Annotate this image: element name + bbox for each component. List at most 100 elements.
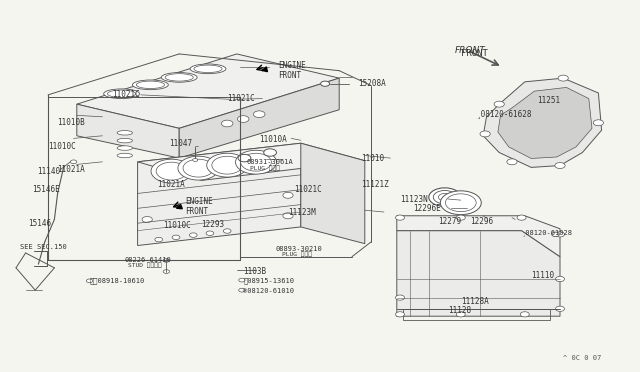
Text: 12296E: 12296E	[413, 204, 440, 213]
Ellipse shape	[445, 194, 476, 212]
Text: 12293: 12293	[202, 220, 225, 229]
Text: STUD スタッド: STUD スタッド	[128, 263, 162, 269]
Text: 11010B: 11010B	[58, 118, 85, 127]
Ellipse shape	[190, 64, 226, 74]
Text: 11010A: 11010A	[259, 135, 287, 144]
Polygon shape	[77, 54, 339, 128]
Text: 11021C: 11021C	[294, 185, 322, 194]
Ellipse shape	[520, 312, 529, 317]
Text: ENGINE
FRONT: ENGINE FRONT	[278, 61, 306, 80]
Polygon shape	[301, 143, 365, 244]
Polygon shape	[483, 78, 602, 167]
Text: SEE SEC.150: SEE SEC.150	[20, 244, 67, 250]
Ellipse shape	[239, 288, 245, 292]
Text: PLUG プラグ: PLUG プラグ	[282, 251, 312, 257]
Ellipse shape	[456, 312, 465, 317]
Ellipse shape	[117, 131, 132, 135]
Text: 15146E: 15146E	[32, 185, 60, 194]
Ellipse shape	[206, 231, 214, 235]
Ellipse shape	[165, 74, 193, 81]
Text: 11047: 11047	[170, 139, 193, 148]
Polygon shape	[498, 87, 592, 158]
Text: 15208A: 15208A	[358, 79, 386, 88]
Polygon shape	[138, 143, 301, 246]
Ellipse shape	[556, 306, 564, 311]
Ellipse shape	[221, 120, 233, 127]
Ellipse shape	[189, 233, 197, 237]
Ellipse shape	[552, 232, 559, 237]
Ellipse shape	[555, 163, 565, 169]
Ellipse shape	[440, 191, 481, 215]
Ellipse shape	[86, 279, 93, 283]
Ellipse shape	[117, 146, 132, 150]
Ellipse shape	[132, 80, 168, 90]
Ellipse shape	[194, 65, 222, 73]
Text: 11110: 11110	[531, 271, 554, 280]
Polygon shape	[138, 143, 365, 180]
Text: ^ 0C 0 07: ^ 0C 0 07	[563, 355, 602, 361]
Text: ®08120-61010: ®08120-61010	[243, 288, 294, 294]
Text: 08931-3061A: 08931-3061A	[246, 159, 293, 165]
Text: 1103B: 1103B	[243, 267, 266, 276]
Polygon shape	[397, 231, 560, 316]
Ellipse shape	[117, 153, 132, 158]
Ellipse shape	[507, 159, 517, 165]
Text: 11021A: 11021A	[58, 165, 85, 174]
Text: 12296: 12296	[470, 217, 493, 226]
Text: 11128: 11128	[448, 306, 471, 315]
Text: 12279: 12279	[438, 217, 461, 226]
Text: 11021C: 11021C	[112, 90, 140, 99]
Text: 11123M: 11123M	[288, 208, 316, 217]
Ellipse shape	[151, 159, 192, 183]
Text: FRONT: FRONT	[461, 49, 488, 58]
Text: 11251: 11251	[538, 96, 561, 105]
Text: 11010: 11010	[362, 154, 385, 163]
Ellipse shape	[136, 81, 164, 89]
Ellipse shape	[556, 276, 564, 282]
Ellipse shape	[480, 131, 490, 137]
Text: ⓜ08915-13610: ⓜ08915-13610	[243, 278, 294, 284]
Ellipse shape	[429, 188, 461, 206]
Ellipse shape	[556, 232, 564, 237]
Ellipse shape	[212, 156, 243, 174]
Text: 11021A: 11021A	[157, 180, 184, 189]
Text: 15146: 15146	[28, 219, 51, 228]
Text: 11010C: 11010C	[163, 221, 191, 230]
Ellipse shape	[70, 160, 77, 164]
Polygon shape	[397, 216, 560, 257]
Ellipse shape	[163, 259, 170, 262]
Ellipse shape	[438, 193, 451, 201]
Ellipse shape	[558, 75, 568, 81]
Ellipse shape	[117, 138, 132, 143]
Ellipse shape	[396, 312, 404, 317]
Text: 08893-30210: 08893-30210	[275, 246, 322, 252]
Ellipse shape	[207, 153, 248, 177]
Ellipse shape	[193, 158, 198, 161]
Ellipse shape	[239, 278, 245, 282]
Bar	[403, 309, 550, 320]
Ellipse shape	[253, 111, 265, 118]
Polygon shape	[77, 104, 179, 158]
Ellipse shape	[494, 101, 504, 107]
Ellipse shape	[163, 270, 170, 273]
Text: 08226-61410: 08226-61410	[125, 257, 172, 263]
Ellipse shape	[183, 159, 214, 177]
Ellipse shape	[161, 73, 197, 82]
Text: Ⓝ08918-10610: Ⓝ08918-10610	[90, 278, 145, 284]
Text: 11128A: 11128A	[461, 297, 488, 306]
Text: ¸08120-61628: ¸08120-61628	[477, 109, 532, 118]
Ellipse shape	[396, 295, 404, 300]
Ellipse shape	[264, 149, 276, 156]
Ellipse shape	[396, 215, 404, 220]
Ellipse shape	[236, 150, 276, 174]
Ellipse shape	[241, 153, 271, 171]
Ellipse shape	[142, 217, 152, 222]
Text: 11140: 11140	[37, 167, 60, 176]
Ellipse shape	[237, 116, 249, 122]
Text: 11121Z: 11121Z	[362, 180, 389, 189]
Ellipse shape	[456, 215, 465, 220]
Text: PLUG プラグ: PLUG プラグ	[250, 166, 280, 171]
Ellipse shape	[223, 229, 231, 233]
Ellipse shape	[517, 215, 526, 220]
Text: 11010C: 11010C	[48, 142, 76, 151]
